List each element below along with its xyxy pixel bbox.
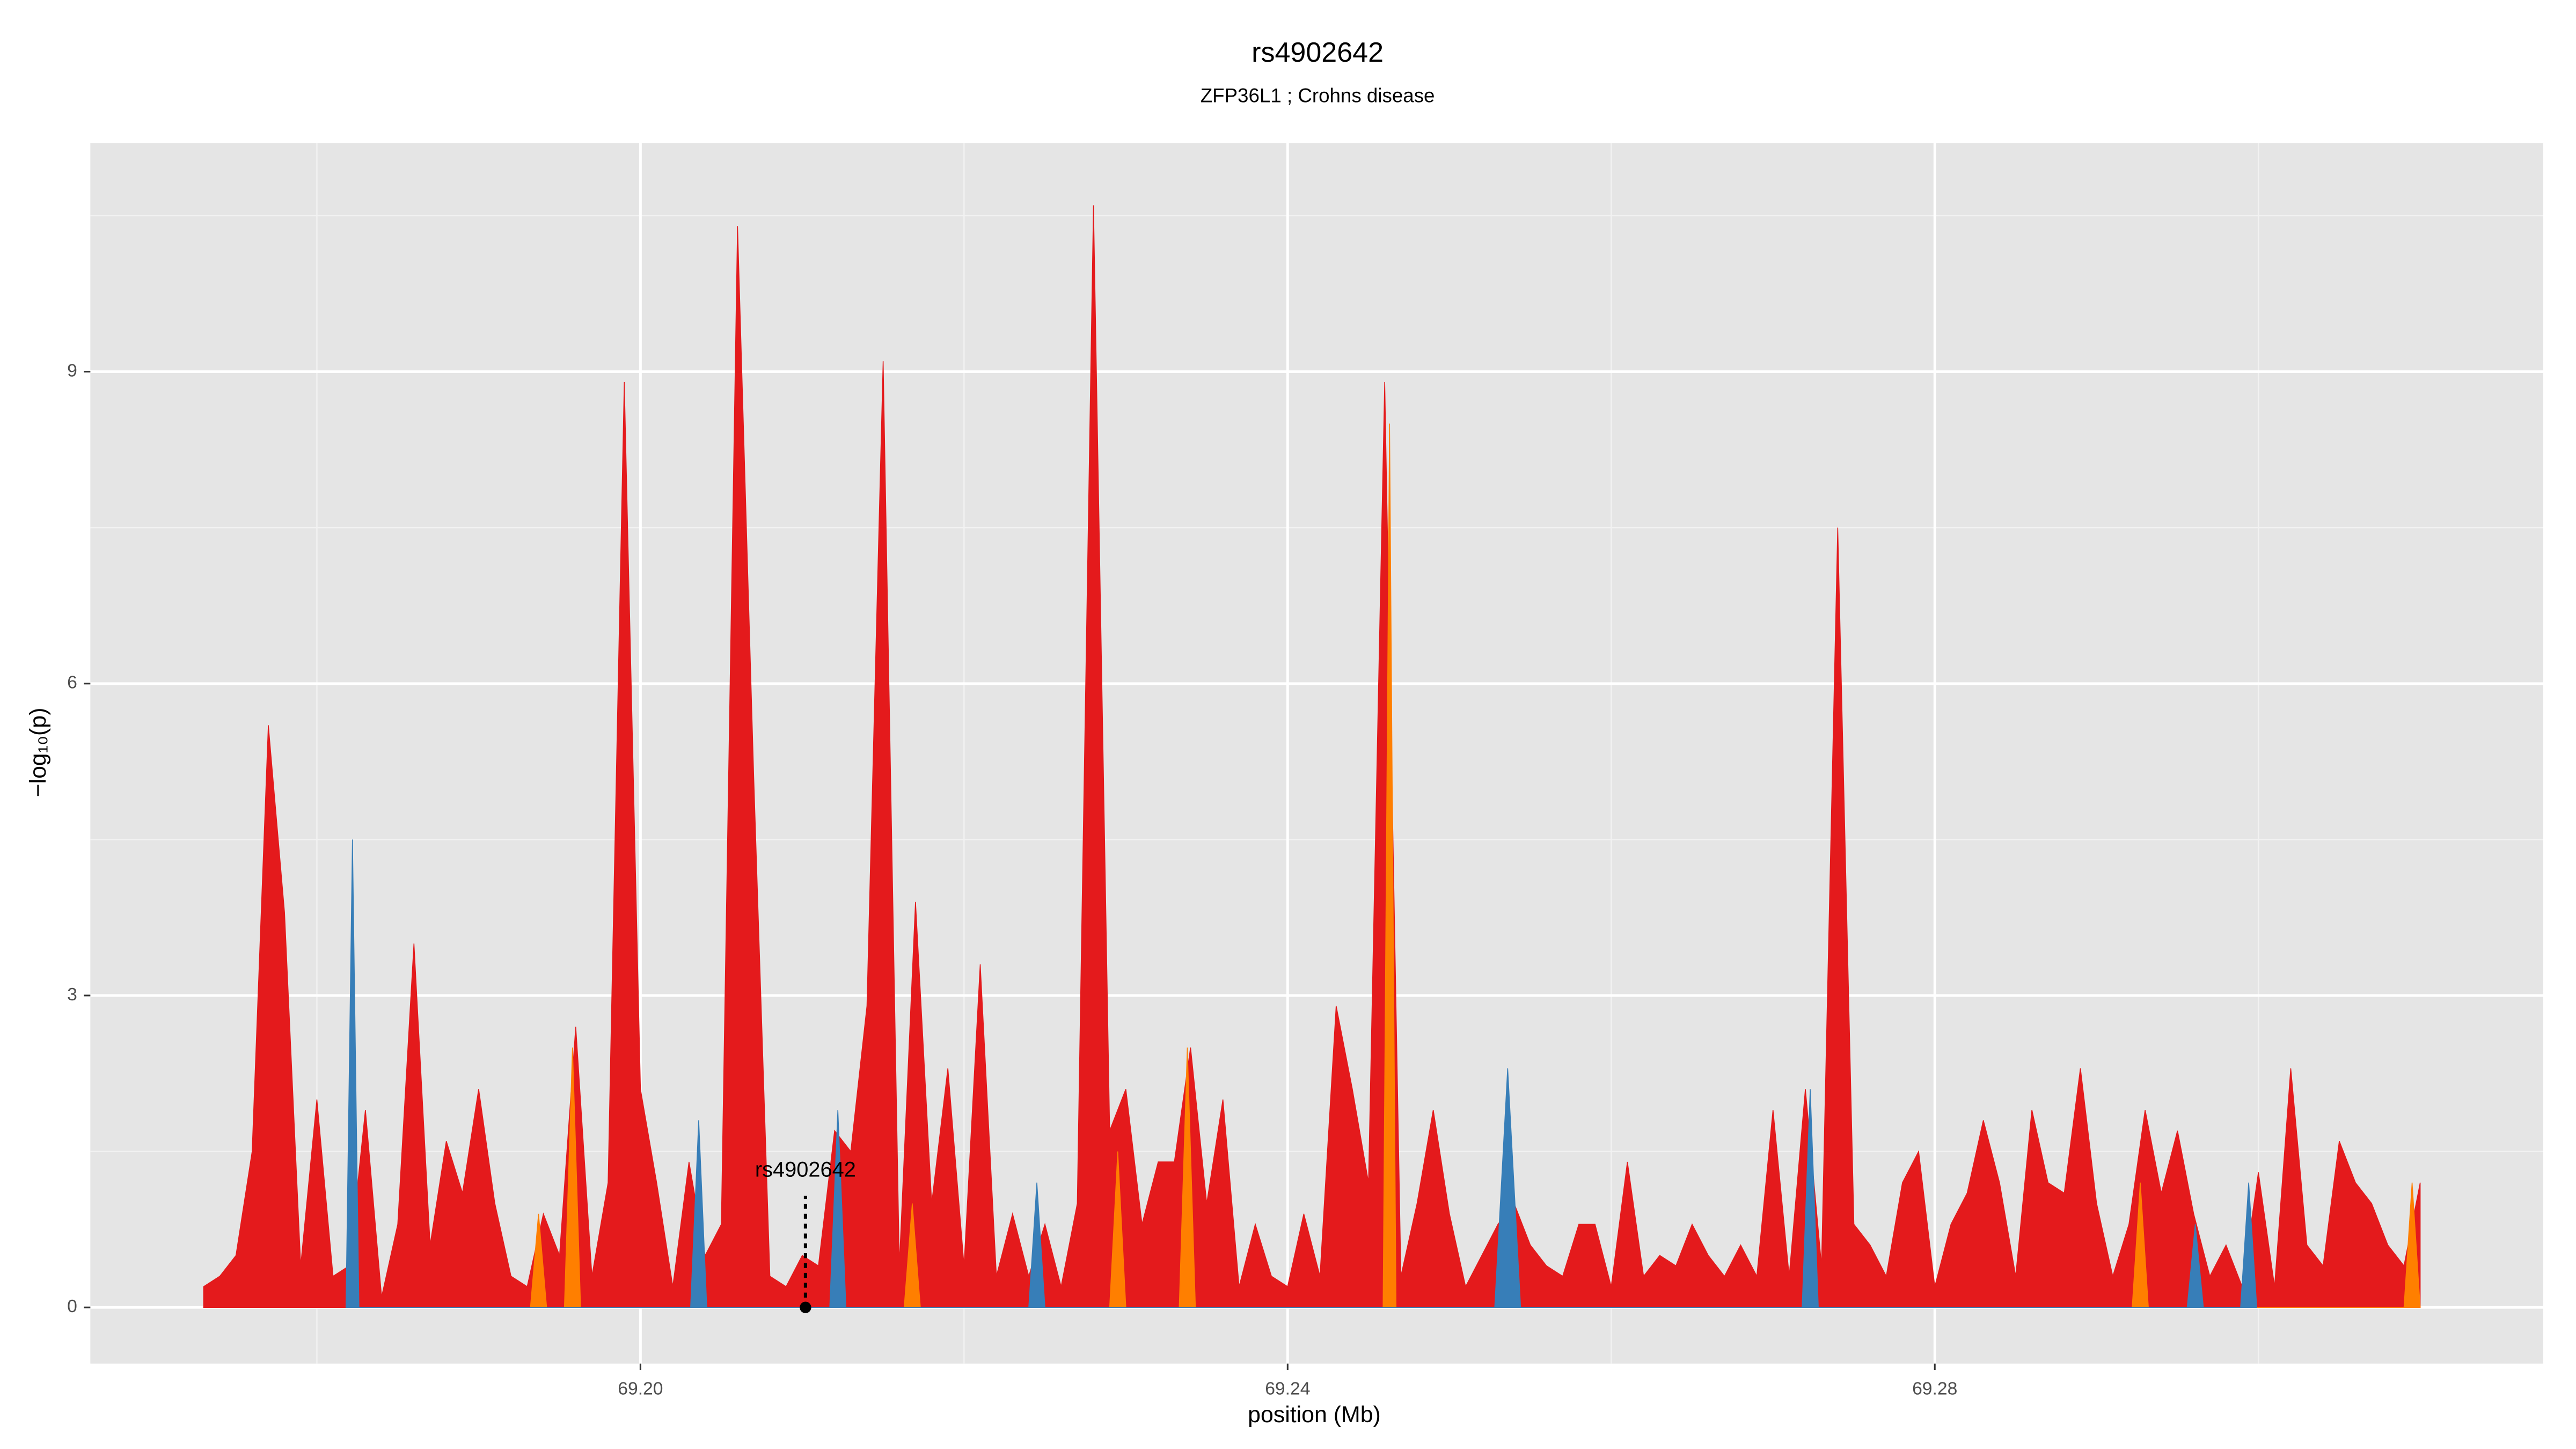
x-tick-label: 69.24: [1265, 1379, 1310, 1399]
area-series: [203, 205, 2421, 1308]
chart-subtitle: ZFP36L1 ; Crohns disease: [1201, 84, 1435, 106]
annotation-point: [800, 1301, 811, 1313]
y-tick-label: 3: [67, 985, 77, 1005]
y-axis-label: −log₁₀(p): [25, 708, 51, 797]
chart-title: rs4902642: [1252, 37, 1384, 68]
x-tick-label: 69.20: [618, 1379, 663, 1399]
y-tick-label: 6: [67, 673, 77, 693]
annotation-label: rs4902642: [755, 1158, 856, 1182]
y-tick-label: 9: [67, 361, 77, 380]
plot-panel: [90, 143, 2543, 1364]
y-tick-label: 0: [67, 1297, 77, 1316]
x-tick-label: 69.28: [1912, 1379, 1957, 1399]
area-series: [345, 839, 2257, 1308]
x-axis-label: position (Mb): [1248, 1402, 1381, 1428]
